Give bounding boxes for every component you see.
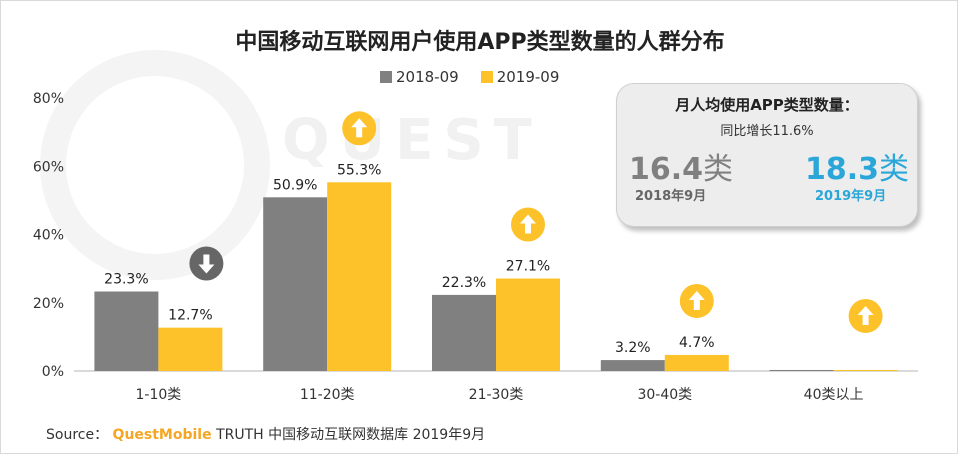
bar-2019-09-0 xyxy=(158,327,223,371)
source-rest: TRUTH 中国移动互联网数据库 2019年9月 xyxy=(216,427,486,443)
bar-2018-09-1 xyxy=(263,197,328,371)
bar-2018-09-3 xyxy=(600,360,665,371)
x-tick-label: 11-20类 xyxy=(300,387,355,403)
bar-2018-09-0 xyxy=(94,291,159,371)
legend-swatch-2018 xyxy=(380,71,392,83)
data-label: 22.3% xyxy=(442,275,486,291)
x-tick-label: 1-10类 xyxy=(136,387,182,403)
data-label: 4.7% xyxy=(679,335,715,351)
stat-value-2019-number: 18.3 xyxy=(805,152,880,187)
bar-2018-09-4 xyxy=(769,369,834,371)
chart-title: 中国移动互联网用户使用APP类型数量的人群分布 xyxy=(235,30,725,55)
up-arrow-glyph xyxy=(351,118,368,138)
y-tick-label: 80% xyxy=(33,91,64,107)
up-arrow-glyph xyxy=(520,214,536,234)
x-tick-label: 21-30类 xyxy=(469,387,524,403)
stat-date-2018: 2018年9月 xyxy=(635,189,707,204)
data-label: 27.1% xyxy=(506,259,550,275)
data-label: 23.3% xyxy=(104,271,148,287)
stat-date-2019: 2019年9月 xyxy=(815,189,887,204)
bar-2019-09-1 xyxy=(327,182,392,371)
bar-2019-09-4 xyxy=(833,369,898,371)
stat-value-2018-unit: 类 xyxy=(703,152,734,187)
legend-swatch-2019 xyxy=(480,71,493,83)
stat-box: 月人均使用APP类型数量： 同比增长11.6% 16.4类 18.3类 2018… xyxy=(616,83,918,227)
bar-2018-09-2 xyxy=(432,294,496,371)
x-tick-label: 40类以上 xyxy=(804,387,864,403)
y-tick-label: 40% xyxy=(33,228,64,244)
legend-label-2019: 2019-09 xyxy=(496,68,560,86)
bar-2019-09-3 xyxy=(664,354,729,371)
legend-item-2018: 2018-09 xyxy=(380,68,459,86)
y-tick-label: 60% xyxy=(33,159,64,175)
source-prefix: Source： xyxy=(46,427,109,443)
stat-title: 月人均使用APP类型数量： xyxy=(675,96,859,114)
data-label: 3.2% xyxy=(615,340,651,356)
x-tick-label: 30-40类 xyxy=(637,387,692,403)
up-arrow-glyph xyxy=(688,290,705,310)
up-arrow-glyph xyxy=(857,305,874,325)
source-brand: QuestMobile xyxy=(112,427,212,443)
down-arrow-glyph xyxy=(198,254,215,274)
stat-growth: 同比增长11.6% xyxy=(720,124,814,139)
data-label: 50.9% xyxy=(273,177,317,193)
legend-item-2019: 2019-09 xyxy=(480,68,560,86)
data-label: 55.3% xyxy=(337,162,381,178)
y-tick-label: 0% xyxy=(42,364,64,380)
legend-label-2018: 2018-09 xyxy=(396,68,459,86)
legend: 2018-09 2019-09 xyxy=(380,68,559,86)
stat-value-2018: 16.4类 xyxy=(629,144,733,188)
data-label: 12.7% xyxy=(168,308,212,324)
y-tick-label: 20% xyxy=(33,296,64,312)
stat-value-2019: 18.3类 xyxy=(805,144,909,188)
bar-2019-09-2 xyxy=(496,278,560,371)
source-note: Source： QuestMobile TRUTH 中国移动互联网数据库 201… xyxy=(46,424,485,444)
stat-value-2018-number: 16.4 xyxy=(629,152,704,187)
watermark-text: QUEST xyxy=(282,108,542,173)
stat-value-2019-unit: 类 xyxy=(879,152,910,187)
